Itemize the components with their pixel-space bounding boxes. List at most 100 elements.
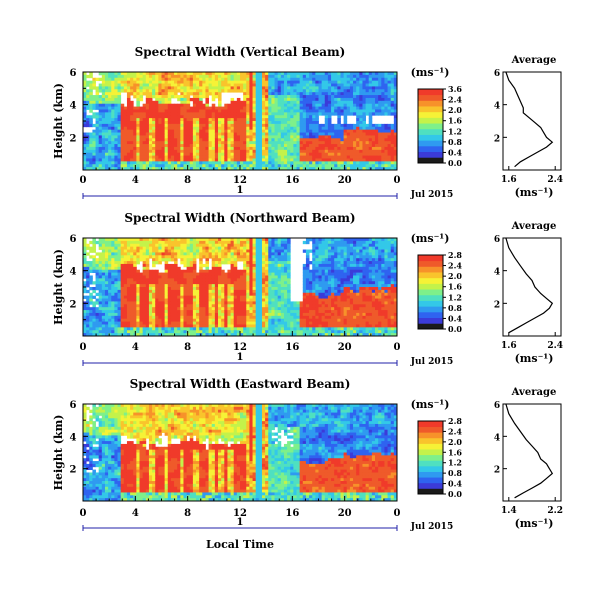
heatmap-cell (318, 146, 323, 151)
heatmap-cell (208, 298, 213, 302)
heatmap-cell (365, 146, 370, 151)
heatmap-cell (120, 298, 125, 302)
heatmap-cell (95, 301, 100, 305)
heatmap-cell (243, 129, 247, 133)
heatmap-cell (387, 126, 392, 131)
heatmap-cell (255, 152, 260, 156)
heatmap-cell (208, 141, 213, 145)
heatmap-cell (189, 278, 194, 282)
heatmap-cell (331, 77, 335, 82)
heatmap-cell (155, 152, 159, 156)
heatmap-cell (158, 121, 162, 125)
heatmap-cell (296, 158, 301, 162)
heatmap-cell (108, 275, 112, 279)
heatmap-cell (104, 298, 109, 302)
heatmap-cell (158, 289, 162, 294)
heatmap-cell (340, 129, 345, 133)
heatmap-cell (287, 74, 291, 79)
heatmap-cell (202, 132, 206, 136)
heatmap-cell (170, 252, 175, 256)
heatmap-cell (120, 135, 125, 139)
heatmap-cell (356, 121, 360, 125)
heatmap-cell (290, 152, 294, 156)
heatmap-cell (158, 258, 162, 262)
heatmap-cell (148, 304, 153, 308)
heatmap-cell (86, 141, 90, 145)
heatmap-cell (130, 321, 134, 325)
heatmap-cell (174, 312, 178, 317)
heatmap-cell (346, 141, 351, 145)
heatmap-cell (139, 161, 144, 165)
heatmap-cell (111, 112, 115, 116)
heatmap-cell (180, 307, 184, 311)
heatmap-cell (205, 307, 209, 311)
heatmap-cell (180, 149, 184, 154)
heatmap-cell (378, 126, 382, 131)
heatmap-cell (155, 310, 159, 314)
heatmap-cell (236, 324, 241, 328)
heatmap-cell (161, 109, 166, 113)
heatmap-cell (393, 158, 398, 162)
heatmap-cell (142, 146, 147, 151)
heatmap-cell (95, 307, 100, 311)
heatmap-cell (161, 126, 166, 131)
heatmap-cell (309, 161, 313, 165)
heatmap-cell (299, 89, 304, 93)
heatmap-cell (240, 298, 244, 302)
heatmap-cell (177, 155, 181, 159)
heatmap-cell (211, 144, 216, 148)
heatmap-cell (362, 100, 366, 105)
heatmap-cell (334, 97, 338, 102)
heatmap-cell (208, 330, 213, 334)
heatmap-cell (186, 255, 191, 259)
heatmap-cell (287, 80, 291, 84)
heatmap-cell (170, 149, 175, 154)
heatmap-cell (243, 77, 247, 82)
heatmap-cell (283, 129, 288, 133)
heatmap-cell (186, 118, 191, 122)
heatmap-cell (230, 324, 235, 328)
heatmap-cell (174, 86, 178, 90)
heatmap-cell (189, 86, 194, 90)
heatmap-cell (390, 126, 395, 131)
heatmap-cell (155, 135, 159, 139)
heatmap-cell (375, 152, 379, 156)
heatmap-cell (148, 333, 153, 337)
heatmap-cell (365, 135, 370, 139)
heatmap-cell (211, 109, 216, 113)
heatmap-cell (227, 121, 231, 125)
heatmap-cell (114, 146, 118, 151)
heatmap-cell (274, 74, 279, 79)
heatmap-cell (265, 141, 269, 145)
heatmap-cell (164, 95, 169, 99)
heatmap-cell (258, 144, 263, 148)
heatmap-cell (133, 295, 137, 299)
heatmap-cell (340, 77, 345, 82)
heatmap-cell (208, 246, 213, 250)
heatmap-cell (246, 141, 250, 145)
heatmap-cell (387, 86, 392, 90)
heatmap-cell (202, 272, 206, 276)
heatmap-cell (327, 146, 332, 151)
heatmap-cell (192, 80, 197, 84)
heatmap-cell (183, 330, 188, 334)
heatmap-cell (186, 321, 191, 325)
heatmap-cell (255, 161, 260, 165)
heatmap-cell (192, 100, 197, 105)
heatmap-cell (183, 95, 188, 99)
heatmap-cell (271, 144, 275, 148)
heatmap-cell (356, 72, 360, 76)
heatmap-cell (368, 74, 373, 79)
heatmap-cell (271, 77, 275, 82)
heatmap-cell (114, 289, 118, 294)
heatmap-cell (123, 149, 128, 154)
heatmap-cell (218, 164, 222, 168)
heatmap-cell (343, 149, 348, 154)
heatmap-cell (371, 106, 376, 110)
heatmap-cell (117, 161, 122, 165)
heatmap-cell (148, 269, 153, 273)
heatmap-cell (221, 238, 225, 242)
heatmap-cell (164, 155, 169, 159)
heatmap-cell (192, 266, 197, 271)
heatmap-cell (161, 249, 166, 253)
